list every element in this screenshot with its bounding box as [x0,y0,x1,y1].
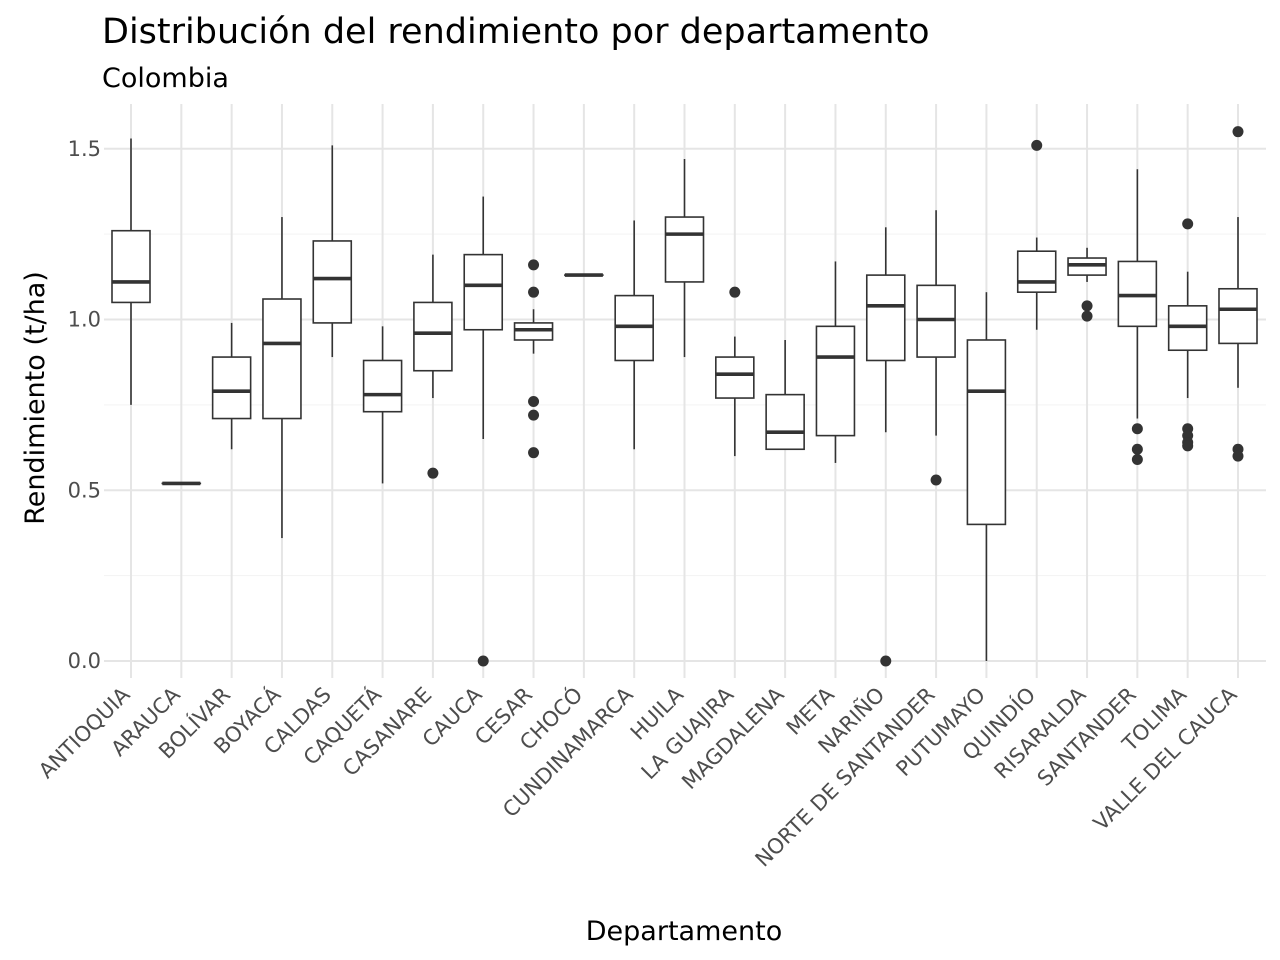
box [211,356,252,420]
box [865,274,906,362]
outlier-point [477,655,489,667]
chart-subtitle: Colombia [102,63,229,94]
box-group [715,286,755,457]
outlier-point [1131,443,1143,455]
box-group [362,326,403,484]
y-axis-title: Rendimiento (t/ha) [20,271,51,525]
box [1016,250,1057,293]
outlier-point [1081,310,1093,322]
box-group [513,259,554,459]
box-group [815,261,856,463]
box-group [1117,169,1158,466]
box [362,359,403,413]
box-group [1016,139,1057,330]
box-group [312,145,353,358]
outlier-point [1131,454,1143,466]
box [262,298,302,420]
plot-area: 0.0 0.5 1.0 1.5 ANTIOQUIAARAUCABOLÍVARBOYAC… [34,104,1266,872]
box [413,301,453,372]
outlier-point [1081,300,1093,312]
outlier-point [1131,423,1143,435]
box [815,325,856,437]
box-group [1067,247,1107,322]
outlier-point [1232,450,1244,462]
outlier-point [528,259,540,271]
box-group [1218,126,1258,462]
box-group [966,292,1007,661]
y-tick-label: 1.5 [68,137,101,161]
outlier-point [729,286,741,298]
outlier-point [1182,440,1194,452]
outlier-point [427,467,439,479]
box [463,253,504,331]
box [1218,287,1258,345]
box [312,240,353,324]
y-axis-ticks: 0.0 0.5 1.0 1.5 [68,137,101,673]
box-group [211,322,252,450]
outlier-point [528,409,540,421]
outlier-point [1232,126,1244,138]
box [715,356,755,399]
y-tick-label: 0.5 [68,478,101,502]
box-group [614,220,654,450]
box-group [413,254,453,479]
chart-title: Distribución del rendimiento por departa… [102,12,930,52]
box [765,393,805,451]
y-tick-label: 0.0 [68,649,101,673]
box-group [111,138,151,405]
x-axis-ticks: ANTIOQUIAARAUCABOLÍVARBOYACÁCALDASCAQUET… [34,681,1242,871]
box [111,229,151,304]
box-group [463,196,504,667]
outlier-point [1031,139,1043,151]
outlier-point [528,395,540,407]
box-group [664,158,705,358]
x-axis-title: Departamento [586,916,782,947]
box-group [916,210,956,486]
y-tick-label: 1.0 [68,308,101,332]
box-series [111,126,1258,667]
box-group [765,339,805,451]
outlier-point [1182,218,1194,230]
outlier-point [930,474,942,486]
outlier-point [528,286,540,298]
outlier-point [880,655,892,667]
box [966,339,1007,526]
box-group [865,227,906,667]
box-group [262,217,302,539]
outlier-point [528,447,540,459]
box-group [1167,218,1208,452]
box [664,216,705,283]
